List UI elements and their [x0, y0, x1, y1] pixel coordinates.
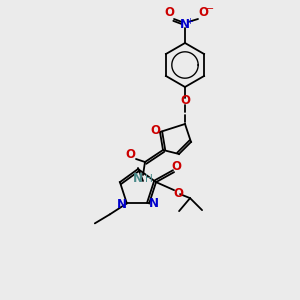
Text: O: O — [180, 94, 190, 107]
Text: +: + — [187, 16, 194, 26]
Text: N: N — [133, 172, 143, 185]
Text: H: H — [145, 174, 153, 184]
Text: N: N — [117, 198, 127, 211]
Text: O: O — [164, 7, 174, 20]
Text: N: N — [149, 197, 159, 210]
Text: O: O — [173, 187, 183, 200]
Text: O: O — [198, 7, 208, 20]
Text: N: N — [180, 19, 190, 32]
Text: O: O — [125, 148, 135, 160]
Text: O: O — [150, 124, 160, 137]
Text: −: − — [206, 4, 214, 14]
Text: O: O — [171, 160, 181, 172]
